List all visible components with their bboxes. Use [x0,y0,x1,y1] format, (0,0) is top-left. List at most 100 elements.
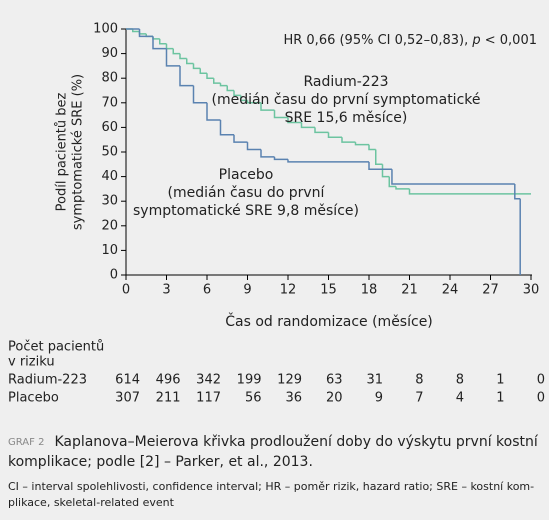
survival-step [246,142,261,151]
risk-count: 8 [456,373,464,388]
y-tick-label: 0 [110,268,118,283]
survival-step [395,186,410,190]
caption: komplikace; podle [2] – Parker, et al., … [8,454,313,470]
x-tick-label: 6 [203,283,211,298]
series-label: Placebo [219,167,274,183]
annotation: HR 0,66 (95% CI 0,52–0,83), p < 0,001 [283,33,537,48]
survival-step [186,58,194,65]
x-tick-label: 15 [320,283,337,298]
survival-step [391,169,515,185]
risk-row-name: Placebo [8,391,59,406]
survival-step [199,68,207,75]
survival-step [179,53,187,60]
survival-step [233,90,241,97]
survival-step [341,137,356,143]
y-tick-label: 100 [93,22,118,37]
risk-count: 496 [156,373,181,388]
x-tick-label: 18 [361,283,378,298]
survival-step [172,48,180,55]
y-axis-label: Podíl pacientů bez [55,92,70,211]
risk-count: 4 [456,391,464,406]
risk-count: 8 [415,373,423,388]
caption: GRAF 2 Kaplanova–Meierova křivka prodlouž… [8,434,539,450]
survival-step [260,149,275,158]
risk-count: 56 [245,391,262,406]
y-tick-label: 10 [101,243,118,258]
risk-count: 0 [537,373,545,388]
survival-step [408,188,531,195]
survival-step [287,117,302,124]
risk-header: v riziku [8,355,55,370]
survival-step [273,156,288,161]
risk-header: Počet pacientů [8,340,104,355]
survival-step [388,176,396,188]
survival-step [240,95,248,102]
y-tick-label: 60 [101,120,118,135]
survival-step [165,48,180,67]
survival-step [514,183,521,200]
x-tick-label: 21 [401,283,418,298]
y-tick-label: 80 [101,71,118,86]
survival-step [246,100,261,104]
risk-count: 20 [326,391,343,406]
risk-count: 0 [537,391,545,406]
survival-step [375,149,383,166]
risk-count: 9 [375,391,383,406]
y-tick-label: 70 [101,95,118,110]
survival-step [138,29,153,38]
survival-step [206,102,221,121]
y-tick-label: 50 [101,145,118,160]
survival-step [192,63,201,70]
survival-step [368,144,376,151]
series-label: symptomatické SRE 9,8 měsíce) [133,203,359,219]
risk-count: 36 [285,391,302,406]
survival-step [260,102,275,111]
y-tick-label: 90 [101,46,118,61]
survival-step [381,164,390,178]
risk-row-name: Radium-223 [8,373,87,388]
survival-step [354,142,369,146]
x-tick-label: 27 [482,283,499,298]
series-label: (medián času do první symptomatické [211,92,480,108]
x-tick-label: 30 [523,283,540,298]
survival-step [327,132,342,138]
risk-count: 63 [326,373,343,388]
risk-count: 1 [496,373,504,388]
risk-count: 129 [277,373,302,388]
x-tick-label: 24 [442,283,459,298]
series-label: Radium-223 [303,74,388,90]
risk-count: 199 [237,373,262,388]
risk-count: 307 [115,391,140,406]
survival-step [219,120,234,136]
survival-step [192,85,207,104]
survival-step [206,73,214,79]
y-tick-label: 20 [101,218,118,233]
risk-count: 614 [115,373,140,388]
survival-step [287,159,369,163]
risk-count: 31 [366,373,383,388]
x-tick-label: 3 [162,283,170,298]
series-label: SRE 15,6 měsíce) [285,110,408,126]
risk-count: 1 [496,391,504,406]
survival-step [314,127,329,134]
survival-step [226,85,234,92]
x-axis-label: Čas od randomizace (měsíce) [225,312,433,330]
y-axis-label: symptomatické SRE (%) [71,74,86,230]
x-tick-label: 9 [243,283,251,298]
survival-step [368,161,392,170]
survival-step [219,83,228,87]
risk-count: 211 [156,391,181,406]
survival-step [300,122,315,129]
footnote: CI – interval spolehlivosti, confidence … [8,480,534,493]
x-tick-label: 12 [280,283,297,298]
survival-step [233,134,248,143]
survival-step [132,29,140,33]
survival-step [179,65,194,87]
risk-count: 117 [196,391,221,406]
series-label: (medián času do první [168,185,326,201]
risk-count: 342 [196,373,221,388]
survival-step [152,36,167,50]
x-tick-label: 0 [122,283,130,298]
